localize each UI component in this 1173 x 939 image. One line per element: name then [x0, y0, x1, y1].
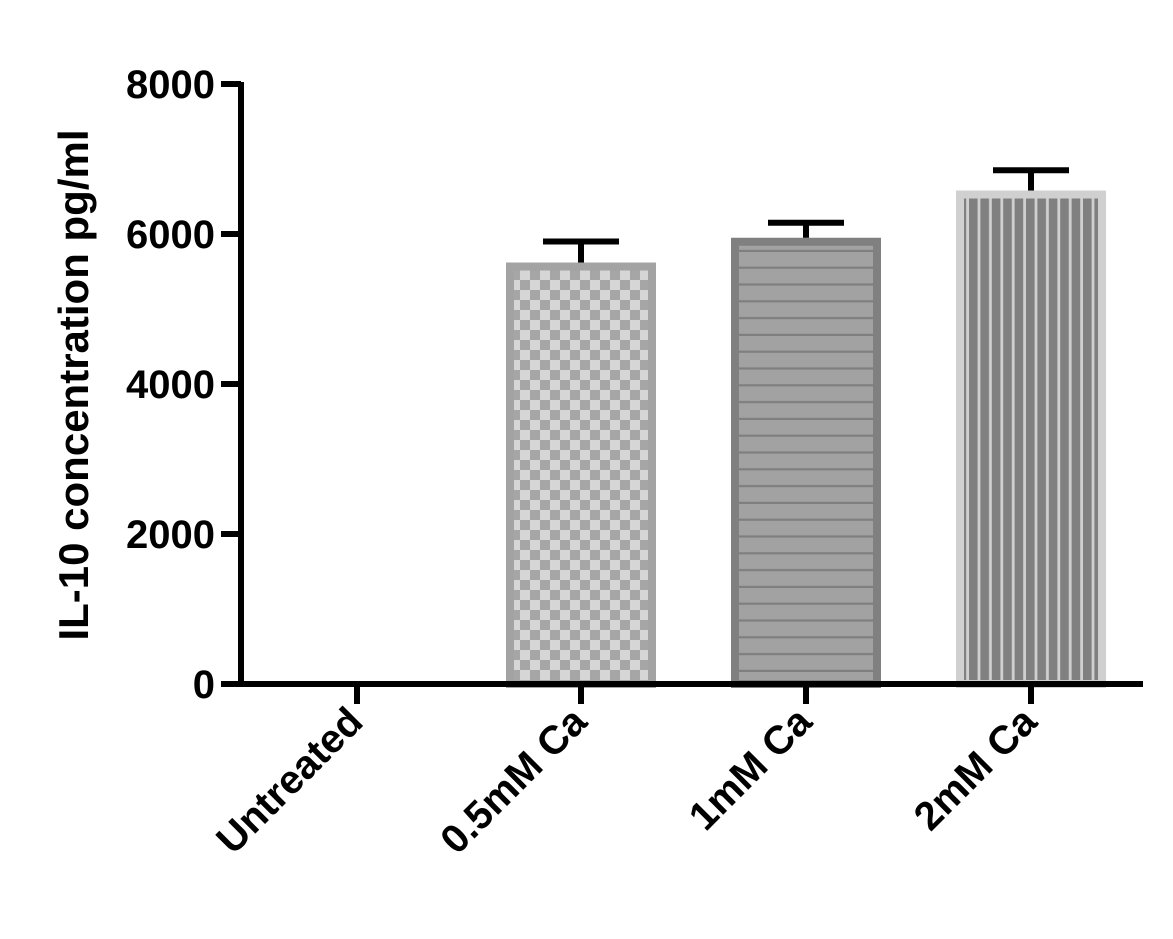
- x-category-label: 2mM Ca: [906, 699, 1046, 839]
- y-tick-label: 8000: [126, 63, 215, 107]
- x-category-label: 0.5mM Ca: [432, 699, 596, 863]
- x-category-label: Untreated: [208, 699, 371, 862]
- error-bar-1mm-ca: [768, 219, 844, 238]
- y-tick-label: 4000: [126, 363, 215, 407]
- y-tick-label: 6000: [126, 213, 215, 257]
- bar-1mm-ca: [731, 237, 881, 688]
- bar-0-5mm-ca: [506, 262, 656, 688]
- x-category-label: 1mM Ca: [681, 699, 821, 839]
- error-bar-0-5mm-ca: [543, 238, 619, 263]
- y-axis-title: IL-10 concentration pg/ml: [50, 129, 97, 640]
- error-bar-2mm-ca: [993, 167, 1069, 191]
- y-tick-label: 0: [193, 663, 215, 707]
- bar-2mm-ca: [956, 190, 1106, 688]
- y-tick-label: 2000: [126, 513, 215, 557]
